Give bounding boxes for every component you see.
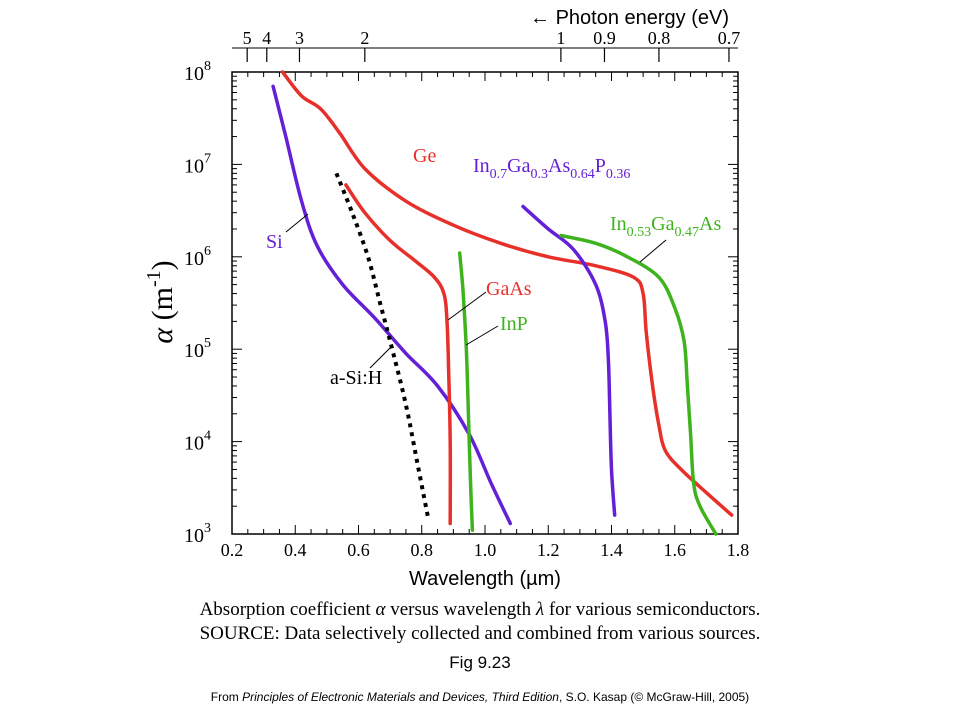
y-axis-title: α (m-1) (143, 260, 179, 343)
source-credit: From Principles of Electronic Materials … (0, 690, 960, 704)
plot-axes: 0.2 0.4 0.6 0.8 1.0 1.2 1.4 1.6 1.81031041051061… (143, 7, 749, 590)
top-tick-label: 0.7 (718, 28, 741, 48)
figure-label: Fig 9.23 (449, 653, 511, 672)
caption-alpha: α (375, 599, 386, 620)
top-tick-label: 5 (243, 28, 252, 48)
series-line-ge (280, 70, 734, 517)
top-tick-label: 1 (556, 28, 565, 48)
y-axis-close: ) (146, 260, 179, 270)
series-line-si (271, 84, 513, 526)
top-axis-title: ← Photon energy (eV) (530, 7, 729, 29)
leader-a-si-h (369, 345, 393, 369)
x-tick-label: 1.4 (600, 540, 623, 560)
caption-line-2: SOURCE: Data selectively collected and c… (199, 623, 761, 644)
series-line-in0-7ga0-3as0-64p0-36 (521, 204, 617, 517)
y-tick-base: 10 (184, 525, 204, 547)
y-tick-label: 108 (184, 59, 211, 85)
x-tick-label: 0.6 (347, 540, 370, 560)
label-ingaas-as: As (699, 213, 721, 235)
y-tick-exp: 5 (204, 336, 211, 351)
series-line-gaas (344, 183, 453, 526)
y-tick-base: 10 (184, 340, 204, 362)
label-ingaasp-ga: Ga (507, 155, 530, 177)
label-ingaas-sub1: 0.53 (627, 225, 652, 240)
leader-inp (465, 325, 499, 346)
y-tick-exp: 7 (204, 151, 211, 166)
caption-text-c: for various semiconductors. (544, 599, 761, 620)
absorption-chart: 0.2 0.4 0.6 0.8 1.0 1.2 1.4 1.6 1.81031041051061… (143, 7, 749, 590)
x-tick-label: 1.6 (664, 540, 687, 560)
top-tick-label: 4 (262, 28, 271, 48)
label-ge: Ge (413, 145, 436, 167)
y-tick-base: 10 (184, 63, 204, 85)
x-tick-label: 1.8 (727, 540, 750, 560)
top-tick-label: 2 (360, 28, 369, 48)
top-axis-arrow: ← (530, 7, 556, 29)
caption-line-1: Absorption coefficient α versus waveleng… (0, 598, 960, 622)
y-tick-exp: 4 (204, 429, 211, 444)
x-tick-label: 0.4 (284, 540, 307, 560)
label-ingaas: In0.53Ga0.47As (610, 213, 721, 240)
leader-gaas (447, 291, 487, 321)
series-line-a-si-h (334, 172, 431, 519)
source-book: Principles of Electronic Materials and D… (242, 690, 559, 704)
leader-ingaas (639, 239, 667, 263)
series-line-in0-53ga0-47as (559, 233, 718, 536)
y-tick-label: 106 (184, 244, 211, 270)
x-tick-label: 1.0 (474, 540, 497, 560)
y-tick-exp: 6 (204, 244, 211, 259)
y-tick-exp: 8 (204, 59, 211, 74)
labels-layer: GeSiGaAsInPa-Si:HIn0.7Ga0.3As0.64P0.36In… (266, 145, 721, 389)
top-tick-label: 0.9 (593, 28, 616, 48)
label-inp: InP (500, 313, 528, 335)
label-ingaasp-in: In (473, 155, 490, 177)
caption-lambda: λ (535, 599, 545, 620)
y-tick-base: 10 (184, 155, 204, 177)
label-ingaasp-sub4: 0.36 (606, 167, 631, 182)
y-axis-exp: -1 (143, 270, 165, 287)
caption-text-a: Absorption coefficient (199, 599, 376, 620)
label-ingaas-in: In (610, 213, 627, 235)
label-ingaasp-sub2: 0.3 (531, 167, 549, 182)
top-tick-label: 3 (295, 28, 304, 48)
label-a-si-h: a-Si:H (330, 367, 382, 389)
x-tick-label: 0.2 (221, 540, 244, 560)
y-axis-alpha: α (146, 327, 179, 344)
top-tick-label: 0.8 (648, 28, 671, 48)
label-si: Si (266, 231, 283, 253)
leader-si (285, 213, 309, 233)
y-tick-exp: 3 (204, 521, 211, 536)
y-tick-label: 105 (184, 336, 211, 362)
label-ingaasp-sub1: 0.7 (490, 167, 508, 182)
y-tick-base: 10 (184, 248, 204, 270)
source-pre: From (210, 690, 243, 704)
source-post: , S.O. Kasap (© McGraw-Hill, 2005) (558, 690, 750, 704)
y-tick-label: 104 (184, 429, 211, 455)
label-ingaas-ga: Ga (651, 213, 674, 235)
y-tick-label: 103 (184, 521, 211, 547)
y-tick-label: 107 (184, 151, 211, 177)
x-tick-label: 0.8 (411, 540, 434, 560)
caption-text-b: versus wavelength (385, 599, 536, 620)
y-axis-units: (m (146, 287, 179, 328)
top-axis-label: Photon energy (eV) (556, 7, 729, 29)
label-gaas: GaAs (486, 278, 532, 300)
y-tick-base: 10 (184, 433, 204, 455)
label-ingaasp-sub3: 0.64 (570, 167, 595, 182)
label-ingaas-sub2: 0.47 (675, 225, 700, 240)
label-ingaasp-p: P (595, 155, 606, 177)
series-layer (271, 70, 734, 536)
x-tick-label: 1.2 (537, 540, 560, 560)
x-axis-title: Wavelength (µm) (409, 568, 561, 590)
series-line-inp (457, 251, 475, 532)
label-ingaasp-as: As (548, 155, 570, 177)
label-ingaasp: In0.7Ga0.3As0.64P0.36 (473, 155, 630, 182)
